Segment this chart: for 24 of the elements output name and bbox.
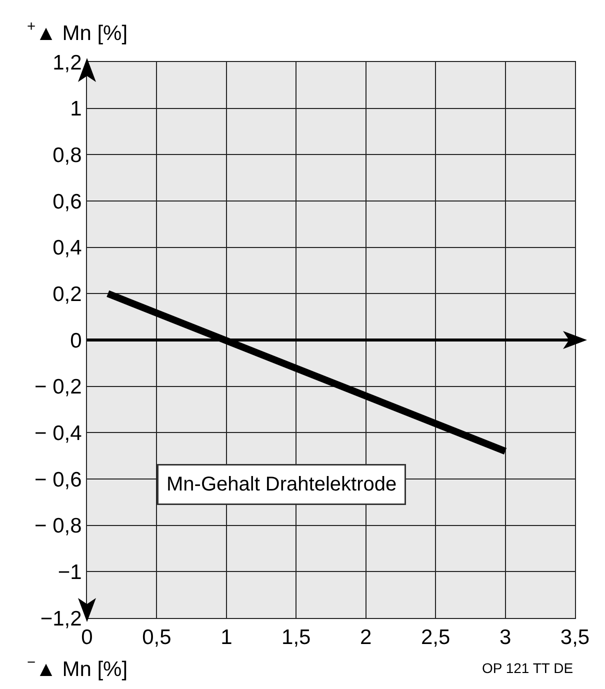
x-tick-label: 2 [360, 626, 372, 650]
x-tick-label: 1 [220, 626, 232, 650]
y-tick-label: 0,4 [52, 236, 82, 260]
y-tick-label: − 0,8 [34, 514, 82, 538]
y-tick-label: 0 [70, 329, 82, 352]
y-tick-label: − 0,2 [34, 376, 82, 399]
y-tick-label: − 0,4 [34, 422, 82, 446]
y-tick-label: −1,2 [40, 607, 82, 630]
y-tick-label: 1 [70, 98, 82, 121]
y-axis-title: $^{+}$▲ Mn [%] [27, 19, 128, 45]
text: OP 121 TT DE [482, 660, 574, 676]
y-tick-label: 0,6 [52, 190, 82, 214]
annotation: Mn-Gehalt Drahtelektrode [166, 474, 397, 496]
x-tick-label: 3,5 [560, 626, 590, 650]
y-tick-label: 0,2 [52, 283, 82, 306]
x-tick-label: 0,5 [142, 626, 172, 650]
y-tick-label: 0,8 [52, 144, 82, 168]
x-tick-label: 2,5 [420, 626, 450, 650]
y-tick-label: −1 [58, 561, 82, 584]
x-tick-label: 1,5 [282, 626, 311, 650]
x-tick-label: 3 [499, 626, 512, 650]
x-axis-title: $^{−}$▲ Mn [%] [27, 655, 128, 681]
y-tick-label: 1,2 [52, 51, 82, 74]
y-tick-label: − 0,6 [34, 468, 82, 492]
